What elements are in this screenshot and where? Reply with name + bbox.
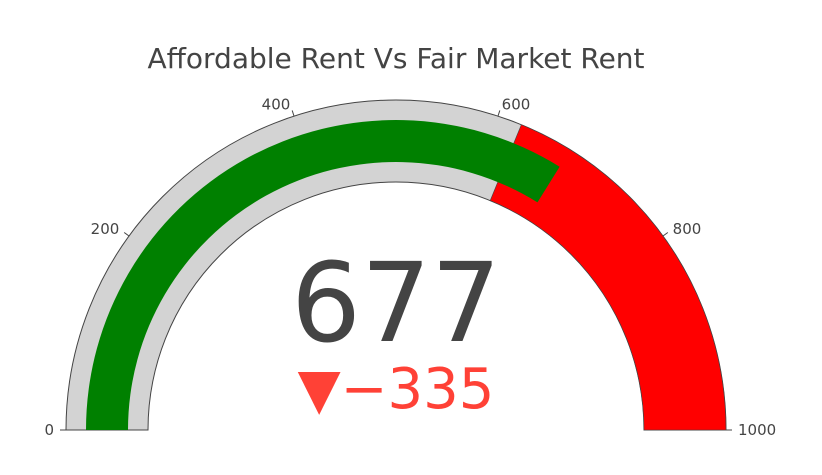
- gauge-tick-mark: [291, 110, 295, 117]
- chart-title: Affordable Rent Vs Fair Market Rent: [147, 42, 644, 75]
- gauge-tick-label: 400: [262, 96, 291, 114]
- gauge-step-1: [489, 124, 727, 431]
- gauge-value-bar: [86, 120, 560, 431]
- gauge-ticks: 0 200 400 600 800 1000: [44, 96, 776, 439]
- gauge-tick-label: 600: [502, 96, 531, 114]
- gauge-delta: ▼−335: [298, 357, 495, 422]
- gauge-tick-mark: [497, 110, 501, 117]
- gauge-tick-mark: [123, 232, 130, 237]
- gauge-bar-layer: [86, 120, 560, 431]
- gauge-tick-label: 200: [91, 220, 120, 238]
- gauge-tick-label: 1000: [738, 421, 776, 439]
- gauge-value: 677: [291, 239, 501, 367]
- gauge-tick-label: 0: [44, 421, 54, 439]
- gauge-tick-mark: [662, 232, 669, 237]
- gauge-tick-label: 800: [673, 220, 702, 238]
